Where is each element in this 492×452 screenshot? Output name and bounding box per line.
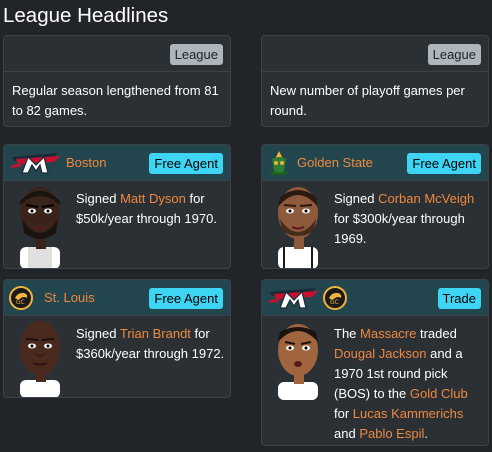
- headline-text: New number of playoff games per round.: [270, 83, 465, 118]
- headline-card-st-louis: GC St. Louis Free Agent Signed Trian Bra…: [3, 279, 231, 398]
- team-name-st-louis[interactable]: St. Louis: [44, 290, 95, 305]
- massacre-logo-icon[interactable]: [266, 284, 322, 312]
- headline-card-season-length: League Regular season lengthened from 81…: [3, 35, 231, 127]
- league-badge[interactable]: League: [169, 44, 223, 65]
- headline-card-playoff-games: League New number of playoff games per r…: [261, 35, 489, 127]
- player-face-corban-mcveigh[interactable]: [270, 183, 326, 269]
- golden-state-logo-icon[interactable]: [266, 149, 292, 177]
- headline-text: Regular season lengthened from 81 to 82 …: [12, 83, 219, 118]
- headline-text: Signed Trian Brandt for $360k/year throu…: [76, 326, 225, 361]
- card-header: Golden State Free Agent: [262, 145, 488, 181]
- player-face-matt-dyson[interactable]: [12, 183, 68, 269]
- st-louis-logo-icon[interactable]: GC: [8, 284, 34, 312]
- card-header: GC Trade: [262, 280, 488, 316]
- trade-badge[interactable]: Trade: [437, 288, 481, 309]
- headline-card-boston: Boston Free Agent Signed Matt Dyson for …: [3, 144, 231, 269]
- headline-text: The Massacre traded Dougal Jackson and a…: [334, 326, 468, 441]
- player-link-dougal-jackson[interactable]: Dougal Jackson: [334, 346, 427, 361]
- page-title: League Headlines: [3, 4, 169, 27]
- card-header: League: [262, 36, 488, 72]
- player-link-lucas-kammerichs[interactable]: Lucas Kammerichs: [352, 406, 464, 421]
- headline-card-golden-state: Golden State Free Agent Signed Corban Mc…: [261, 144, 489, 269]
- free-agent-badge[interactable]: Free Agent: [407, 153, 481, 174]
- headline-card-trade: GC Trade The Massacre traded Dougal Jack…: [261, 279, 489, 446]
- headline-text: Signed Matt Dyson for $50k/year through …: [76, 191, 217, 226]
- card-header: League: [4, 36, 230, 72]
- player-face-dougal-jackson[interactable]: [270, 318, 326, 400]
- team-name-golden-state[interactable]: Golden State: [297, 155, 373, 170]
- boston-logo-icon[interactable]: [8, 149, 64, 177]
- team-name-boston[interactable]: Boston: [66, 155, 107, 170]
- team-link-massacre[interactable]: Massacre: [360, 326, 417, 341]
- free-agent-badge[interactable]: Free Agent: [149, 153, 223, 174]
- league-badge[interactable]: League: [427, 44, 481, 65]
- team-link-gold-club[interactable]: Gold Club: [409, 386, 468, 401]
- gold-club-logo-icon[interactable]: GC: [322, 284, 348, 312]
- player-link-matt-dyson[interactable]: Matt Dyson: [120, 191, 186, 206]
- player-face-trian-brandt[interactable]: [12, 318, 68, 398]
- free-agent-badge[interactable]: Free Agent: [149, 288, 223, 309]
- card-header: GC St. Louis Free Agent: [4, 280, 230, 316]
- svg-text:GC: GC: [16, 299, 25, 306]
- player-link-trian-brandt[interactable]: Trian Brandt: [119, 326, 191, 341]
- player-link-corban-mcveigh[interactable]: Corban McVeigh: [378, 191, 475, 206]
- svg-text:GC: GC: [330, 299, 339, 306]
- headline-text: Signed Corban McVeigh for $300k/year thr…: [334, 191, 475, 246]
- player-link-pablo-espil[interactable]: Pablo Espil: [359, 426, 425, 441]
- card-header: Boston Free Agent: [4, 145, 230, 181]
